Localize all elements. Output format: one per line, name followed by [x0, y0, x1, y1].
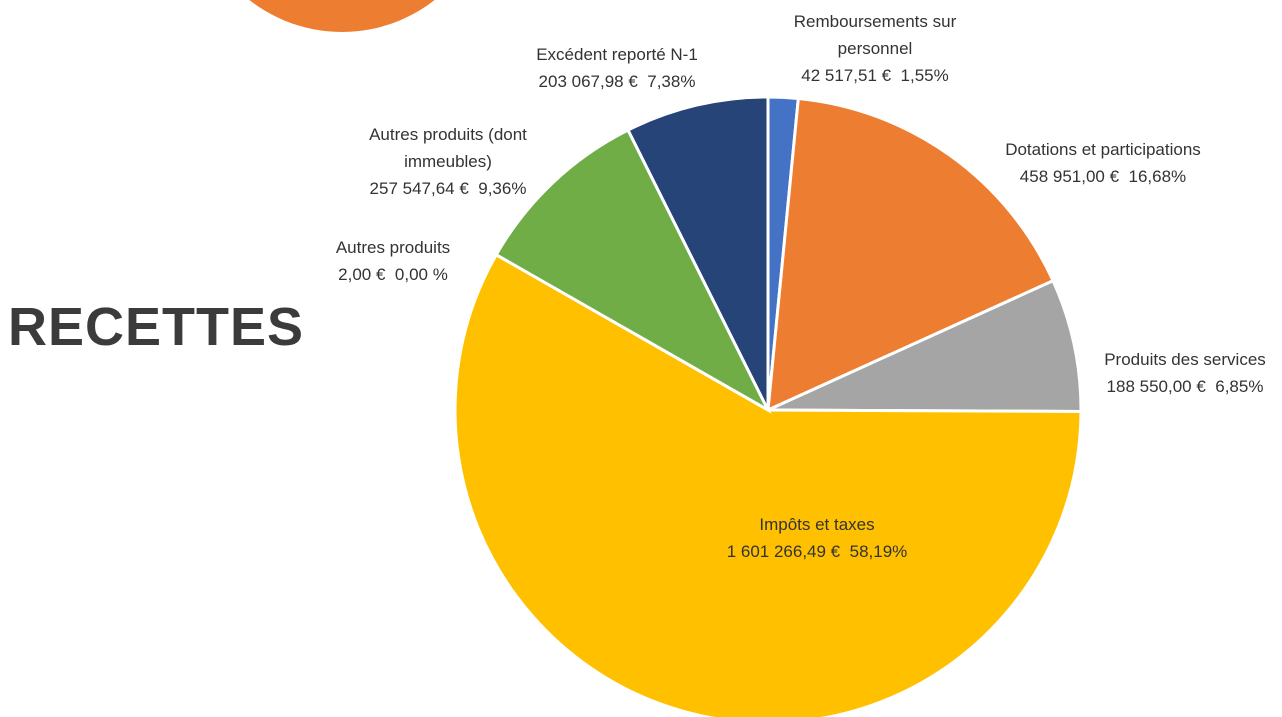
percentage-label: 16,68% [1128, 167, 1187, 186]
data-label: Produits des services 188 550,00 € 6,85% [1075, 346, 1282, 400]
chart-title: RECETTES [8, 297, 305, 357]
category-label: Remboursements sur personnel [793, 12, 957, 58]
percentage-label: 58,19% [849, 542, 908, 561]
amount-line: 2,00 € 0,00 % [293, 261, 493, 288]
amount-line: 203 067,98 € 7,38% [507, 68, 727, 95]
percentage-label: 6,85% [1215, 377, 1264, 396]
amount-line: 42 517,51 € 1,55% [780, 62, 970, 89]
amount-line: 257 547,64 € 9,36% [348, 175, 548, 202]
percentage-label: 7,38% [647, 72, 696, 91]
category-label: Excédent reporté N-1 [536, 45, 698, 64]
value-label: 42 517,51 € [801, 66, 892, 85]
data-label: Autres produits 2,00 € 0,00 % [293, 234, 493, 288]
pie-slice [767, 278, 1083, 413]
category-label: Impôts et taxes [759, 515, 875, 534]
category-label: Autres produits (dont immeubles) [369, 125, 527, 171]
pie-slice [494, 128, 772, 414]
category-label: Produits des services [1104, 350, 1266, 369]
value-label: 203 067,98 € [538, 72, 638, 91]
data-label: Remboursements sur personnel 42 517,51 € … [780, 8, 970, 89]
pie-slice [626, 95, 770, 411]
pie-slice [453, 252, 1083, 717]
percentage-label: 1,55% [900, 66, 949, 85]
decor-circle [249, 0, 435, 32]
amount-line: 458 951,00 € 16,68% [973, 163, 1233, 190]
data-label: Autres produits (dont immeubles) 257 547,… [348, 121, 548, 202]
data-label: Impôts et taxes 1 601 266,49 € 58,19% [697, 511, 937, 565]
value-label: 458 951,00 € [1019, 167, 1120, 186]
value-label: 188 550,00 € [1106, 377, 1206, 396]
value-label: 2,00 € [338, 265, 386, 284]
data-label: Dotations et participations 458 951,00 € … [973, 136, 1233, 190]
amount-line: 188 550,00 € 6,85% [1075, 373, 1282, 400]
percentage-label: 0,00 % [394, 265, 448, 284]
pie-slice [766, 96, 1056, 413]
value-label: 1 601 266,49 € [726, 542, 841, 561]
percentage-label: 9,36% [478, 179, 527, 198]
category-label: Autres produits [335, 238, 451, 257]
data-label: Excédent reporté N-1 203 067,98 € 7,38% [507, 41, 727, 95]
amount-line: 1 601 266,49 € 58,19% [697, 538, 937, 565]
category-label: Dotations et participations [1005, 140, 1201, 159]
value-label: 257 547,64 € [369, 179, 469, 198]
